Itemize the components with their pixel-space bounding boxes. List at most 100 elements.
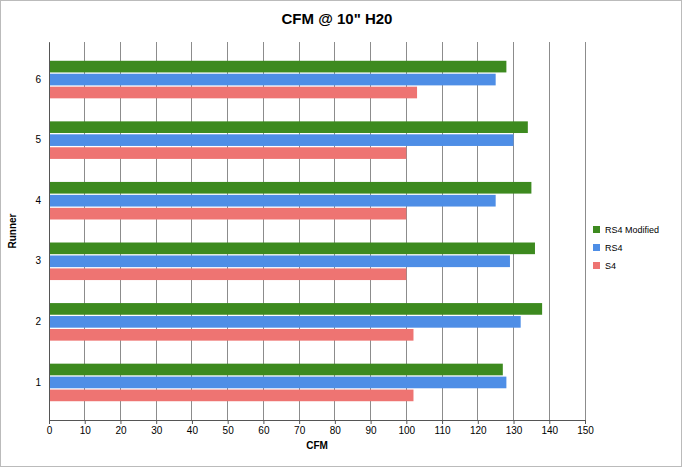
tick-mark [442,420,443,424]
tick-label: 1 [35,377,41,388]
chart: 0 10 20 30 40 50 60 70 80 90 100 110 120 130 140 150 1 2 3… [0,0,682,467]
bar [49,61,506,73]
tick-label: 150 [577,425,594,436]
tick-label: 140 [541,425,558,436]
tick: 1 [35,377,49,388]
axis-line [50,421,586,425]
tick-label: 30 [151,425,163,436]
bar [49,182,531,194]
tick-mark [85,420,86,424]
bar [49,134,514,146]
tick-mark [371,420,372,424]
tick: 80 [330,420,342,436]
legend-swatch [593,244,600,251]
tick-mark [49,420,50,424]
bar [49,243,535,255]
legend-label: RS4 [605,243,623,253]
tick-label: 4 [35,195,41,206]
tick: 10 [80,420,92,436]
grid [49,42,585,420]
grid-line [49,42,50,420]
grid-line [406,42,407,420]
grid-line [263,42,264,420]
tick: 6 [35,74,49,85]
bar [49,329,413,341]
y-axis-title: Runner [7,213,18,248]
tick-label: 60 [258,425,270,436]
tick: 2 [35,316,49,327]
tick-label: 70 [294,425,306,436]
tick: 110 [435,420,451,436]
axis-line [49,43,50,421]
tick: 50 [223,420,235,436]
tick-label: 130 [506,425,523,436]
grid-line [191,42,192,420]
tick-mark [228,420,229,424]
tick-label: 40 [187,425,199,436]
tick: 90 [366,420,378,436]
grid-line [156,42,157,420]
bar [49,268,406,280]
tick-mark [335,420,336,424]
legend-item: RS4 [593,243,623,253]
grid-line [227,42,228,420]
grid-line [334,42,335,420]
tick: 4 [35,195,49,206]
tick: 140 [541,420,558,436]
grid-line [477,42,478,420]
bar [49,195,496,207]
bar [49,377,506,389]
legend-swatch [593,226,600,233]
tick-label: 20 [115,425,127,436]
tick-mark [120,420,121,424]
bar [49,364,503,376]
bar [49,390,413,402]
tick-mark [192,420,193,424]
bar [49,121,528,133]
tick-label: 10 [80,425,92,436]
tick: 0 [47,420,53,436]
tick: 150 [577,420,594,436]
title: CFM @ 10" H20 [282,10,393,27]
tick-label: 80 [330,425,342,436]
tick: 60 [258,420,270,436]
tick-label: 5 [35,134,41,145]
x-axis: 0 10 20 30 40 50 60 70 80 90 100 110 120 130 140 150 [47,420,595,436]
tick-mark [514,420,515,424]
tick-mark [585,420,586,424]
plot: 0 10 20 30 40 50 60 70 80 90 100 110 120 130 140 150 1 2 3… [35,42,594,436]
tick-label: 120 [470,425,487,436]
tick: 30 [151,420,163,436]
grid-line [120,42,121,420]
bar [49,87,417,99]
grid-line [84,42,85,420]
tick-mark [156,420,157,424]
tick-label: 0 [47,425,53,436]
tick: 100 [398,420,415,436]
grid-line [299,42,300,420]
legend: RS4 Modified RS4 S4 [593,225,659,271]
y-axis: 123456 [35,43,49,421]
bar [49,303,542,315]
x-axis-title: CFM [306,440,328,451]
legend-item: S4 [593,261,616,271]
legend-swatch [593,262,600,269]
legend-label: RS4 Modified [605,225,659,235]
tick-label: 2 [35,316,41,327]
grid-line [442,42,443,420]
bar [49,147,406,159]
tick-mark [406,420,407,424]
grid-line [513,42,514,420]
tick: 40 [187,420,199,436]
grid-line [370,42,371,420]
tick: 70 [294,420,306,436]
tick-label: 6 [35,74,41,85]
tick: 130 [506,420,523,436]
tick-label: 110 [435,425,451,436]
tick-label: 50 [223,425,235,436]
bar [49,255,510,267]
tick: 120 [470,420,487,436]
tick-mark [478,420,479,424]
legend-label: S4 [605,261,616,271]
tick-label: 100 [398,425,415,436]
